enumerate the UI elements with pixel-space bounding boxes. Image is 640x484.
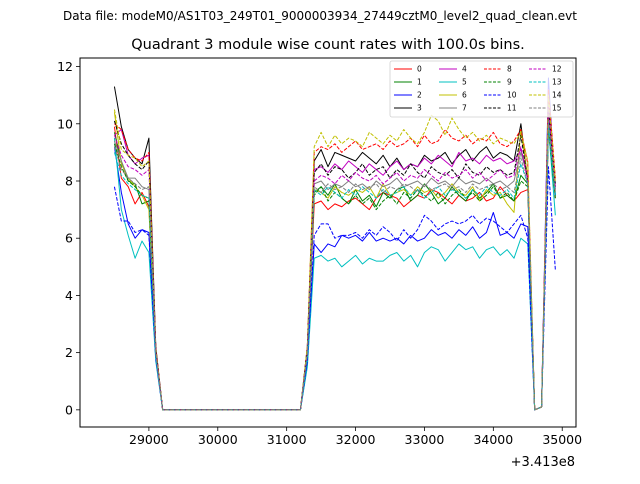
y-tick-label: 10: [57, 116, 73, 131]
legend-label-5: 5: [462, 78, 467, 87]
y-axis: 0 2 4 6 8 10 12: [57, 59, 80, 417]
x-tick-label: 33000: [405, 432, 445, 447]
legend-label-2: 2: [417, 91, 422, 100]
legend-label-10: 10: [507, 91, 517, 100]
x-tick-label: 34000: [473, 432, 513, 447]
y-tick-label: 0: [65, 402, 73, 417]
legend-label-14: 14: [552, 91, 562, 100]
legend-label-11: 11: [507, 104, 517, 113]
y-tick-label: 2: [65, 345, 73, 360]
legend-label-1: 1: [417, 78, 422, 87]
plot-frame: [79, 57, 577, 428]
legend-label-6: 6: [462, 91, 467, 100]
x-tick-label: 35000: [542, 432, 582, 447]
x-tick-label: 31000: [267, 432, 307, 447]
legend-label-3: 3: [417, 104, 422, 113]
x-tick-label: 32000: [336, 432, 376, 447]
chart-title: Quadrant 3 module wise count rates with …: [131, 37, 525, 53]
y-tick-label: 12: [57, 59, 73, 74]
legend-label-15: 15: [552, 104, 562, 113]
x-tick-label: 29000: [129, 432, 169, 447]
legend-label-13: 13: [552, 78, 562, 87]
legend-label-8: 8: [507, 65, 512, 74]
figure-suptitle: Data file: modeM0/AS1T03_249T01_90000039…: [63, 9, 577, 23]
legend-label-12: 12: [552, 65, 562, 74]
y-tick-label: 4: [65, 288, 73, 303]
x-axis: 29000 30000 31000 32000 33000 34000 35000: [129, 427, 582, 447]
series-line-15: [113, 120, 556, 411]
y-tick-label: 6: [65, 231, 73, 246]
legend-box: [389, 60, 574, 118]
legend-label-4: 4: [462, 65, 467, 74]
plot-lines: [113, 77, 556, 411]
legend-label-9: 9: [507, 78, 512, 87]
x-tick-label: 30000: [198, 432, 238, 447]
y-tick-label: 8: [65, 174, 73, 189]
legend-label-7: 7: [462, 104, 467, 113]
x-offset-label: +3.413e8: [511, 455, 575, 470]
legend-label-0: 0: [417, 65, 422, 74]
